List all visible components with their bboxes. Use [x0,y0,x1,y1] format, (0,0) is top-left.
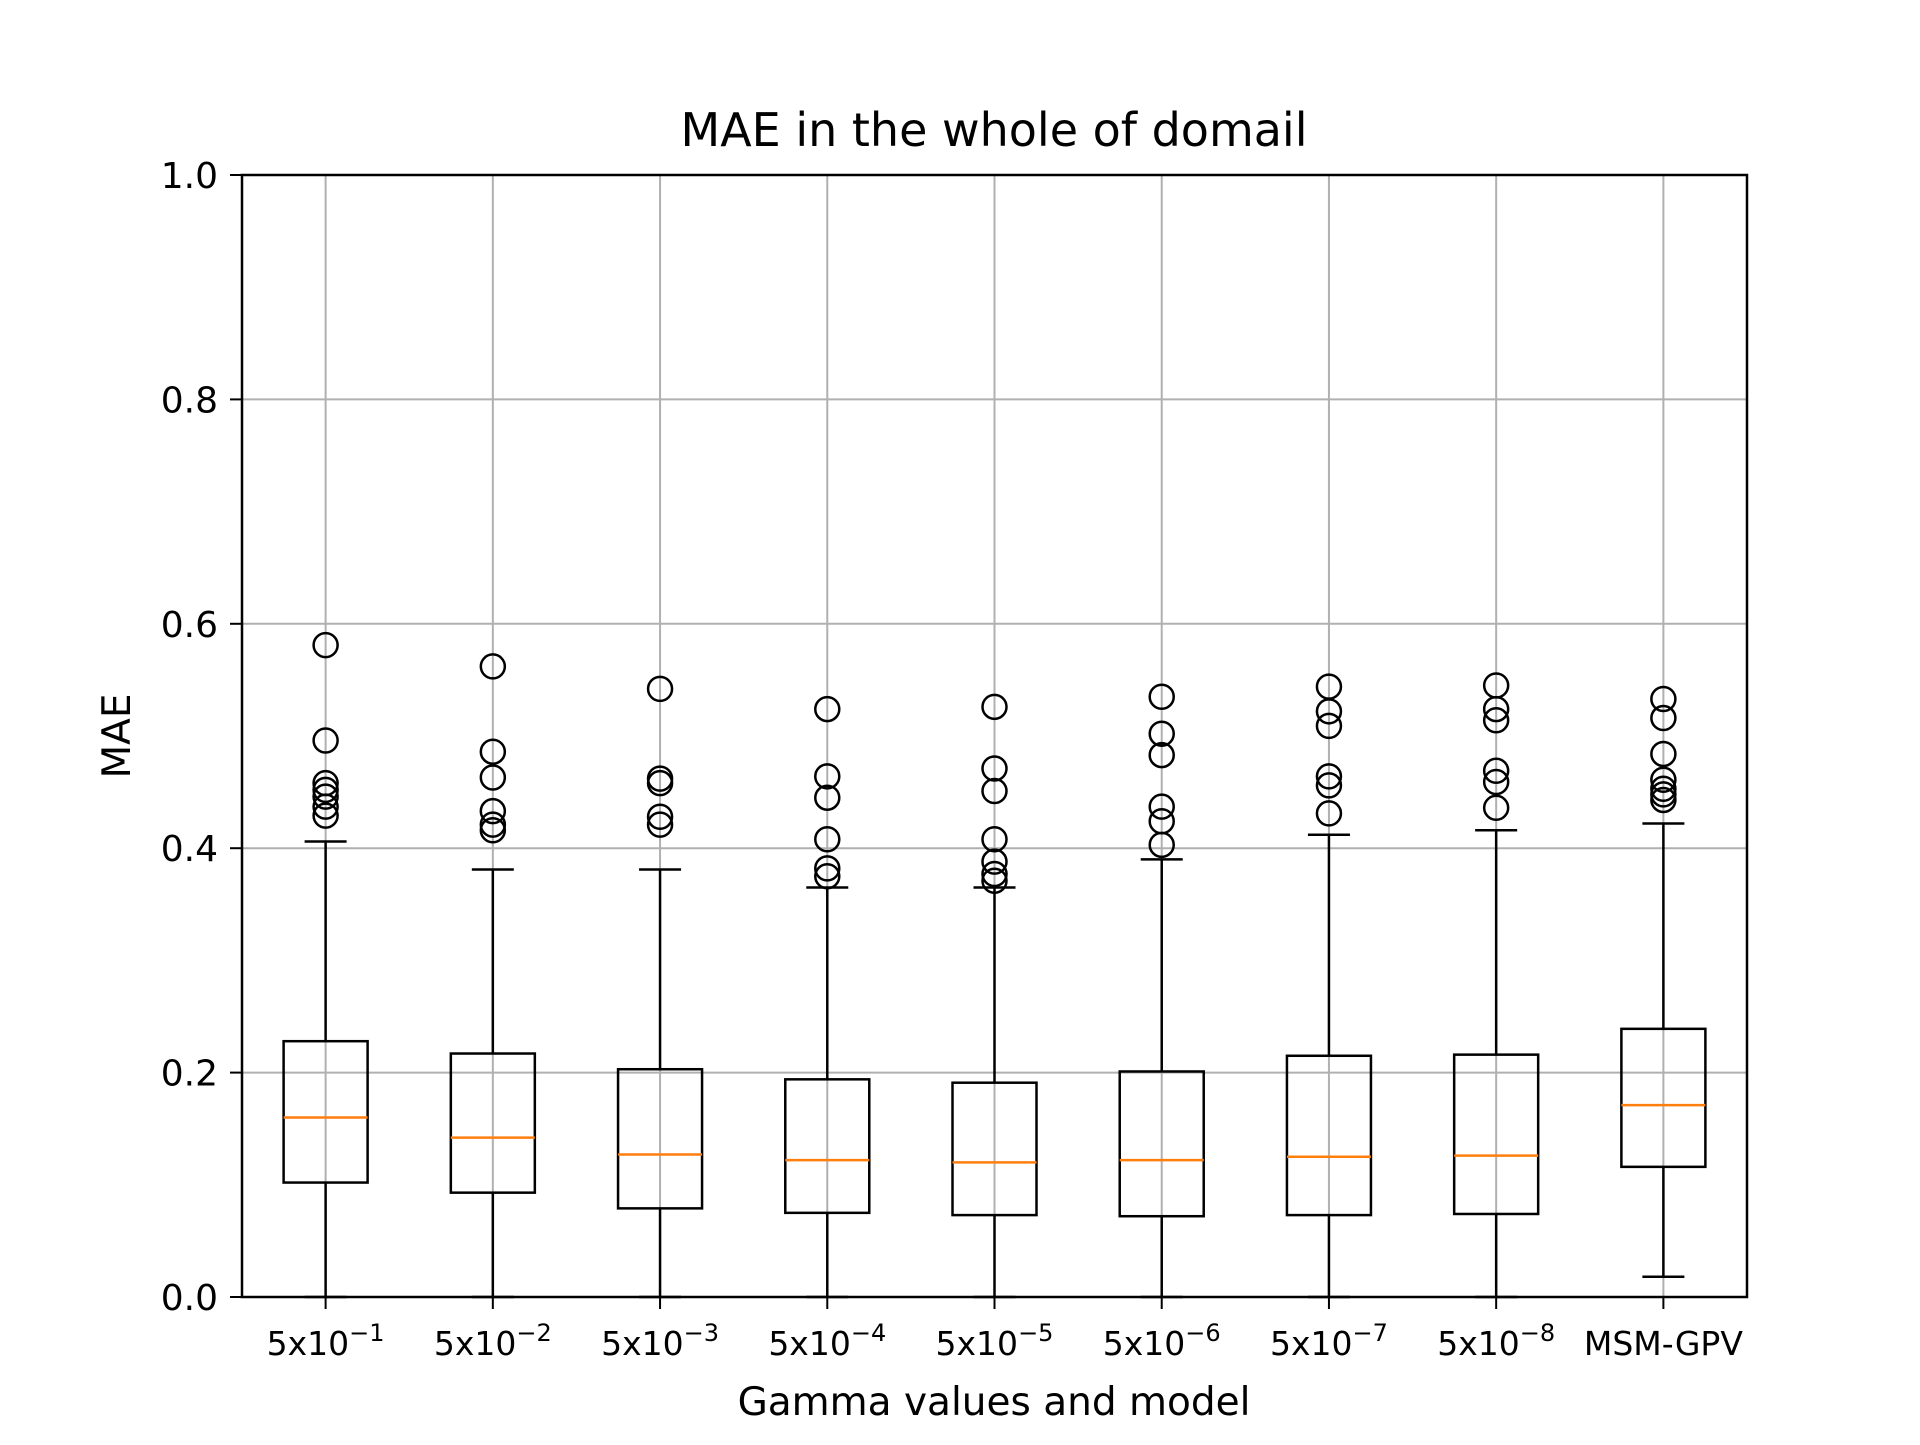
x-tick-label: 5x10−4 [768,1319,886,1363]
x-tick-label-exponent: −3 [684,1319,719,1347]
outlier-point [646,803,674,831]
y-tick-label: 0.4 [161,829,218,870]
x-tick-label-base: 5x10 [1103,1324,1186,1363]
x-tick-label-exponent: −8 [1520,1319,1555,1347]
outlier-point [312,727,339,754]
outlier-point [981,860,1008,888]
outlier-point [1482,672,1510,699]
x-tick-label: 5x10−5 [936,1319,1054,1363]
y-tick-label: 1.0 [161,156,218,197]
outlier-point [1148,793,1175,820]
outlier-point [814,695,841,723]
outlier-point [814,784,841,811]
box-iqr [616,1067,704,1210]
outlier-point [1148,683,1175,710]
x-tick-label-base: 5x10 [601,1324,684,1363]
y-tick-label: 0.8 [161,380,218,421]
outlier-point [479,797,507,825]
box-iqr [1620,1027,1707,1169]
x-tick-label-base: 5x10 [1437,1324,1520,1363]
outlier-point [814,863,841,890]
outlier-point [1148,720,1175,748]
box-iqr [449,1052,537,1194]
x-tick-label: 5x10−8 [1437,1319,1555,1363]
outlier-point [646,675,674,703]
outlier-point [479,764,507,791]
outlier-point [814,825,841,853]
x-tick-label-exponent: −4 [851,1319,886,1347]
box-iqr [282,1039,369,1184]
x-tick-label-exponent: −1 [349,1319,384,1347]
outlier-point [981,848,1008,875]
outlier-point [981,825,1008,853]
outlier-point [814,855,841,882]
outlier-point [1650,685,1677,713]
x-tick-label-base: 5x10 [1270,1324,1353,1363]
x-axis-label: Gamma values and model [738,1380,1251,1425]
outlier-point [1650,740,1677,768]
x-tick-label-base: 5x10 [936,1324,1019,1363]
outlier-point [981,693,1008,721]
outlier-point [1482,768,1510,796]
outlier-point [981,867,1008,894]
grid-layer [242,174,1747,1298]
x-tick-label-base: 5x10 [768,1324,851,1363]
x-tick-label: 5x10−3 [601,1319,719,1363]
x-tick-label-base: 5x10 [434,1324,517,1363]
box-iqr [951,1081,1038,1217]
box-group [1620,685,1707,1279]
outlier-point [312,631,339,659]
x-tick-label-exponent: −2 [516,1319,551,1347]
outlier-point [814,763,841,790]
outlier-point [312,769,339,797]
outlier-point [981,777,1008,805]
outlier-point [312,802,339,829]
outlier-point [1315,712,1343,740]
x-tick-label: 5x10−2 [434,1319,552,1363]
outlier-point [312,783,339,810]
x-tick-label: MSM-GPV [1584,1324,1743,1363]
y-tick-label: 0.2 [161,1054,218,1095]
outlier-point [1482,794,1510,822]
x-tick-label: 5x10−7 [1270,1319,1388,1363]
box-iqr [1118,1070,1205,1218]
x-tick-label-base: MSM-GPV [1584,1324,1743,1363]
outlier-point [1148,741,1175,769]
y-tick-label: 0.6 [161,605,218,646]
y-axis-label: MAE [95,694,140,779]
x-tick-label: 5x10−1 [267,1319,385,1363]
outlier-point [1650,775,1677,802]
outlier-point [1482,707,1510,734]
x-tick-label-exponent: −6 [1185,1319,1220,1347]
outlier-point [312,776,339,804]
outlier-point [1315,772,1343,799]
box-iqr [784,1078,871,1215]
outlier-point [1650,704,1677,732]
box-iqr [1285,1054,1373,1217]
outlier-point [1315,800,1343,827]
box-group [616,675,704,1299]
outlier-point [1148,808,1175,835]
outlier-point [479,738,507,765]
x-tick-label-exponent: −7 [1353,1319,1388,1347]
box-group [1118,683,1205,1299]
x-tick-label-exponent: −5 [1018,1319,1053,1347]
outlier-point [1650,766,1677,794]
outlier-point [479,811,507,838]
outlier-point [479,653,507,680]
outlier-point [1315,763,1343,790]
chart-title: MAE in the whole of domail [681,103,1308,157]
box-iqr [1452,1053,1540,1216]
y-tick-label: 0.0 [161,1278,218,1319]
outlier-point [1315,673,1343,700]
outlier-point [646,765,674,792]
x-tick-label-base: 5x10 [267,1324,350,1363]
outlier-point [1482,757,1510,785]
outlier-point [646,811,674,838]
outlier-point [981,755,1008,782]
x-tick-label: 5x10−6 [1103,1319,1221,1363]
